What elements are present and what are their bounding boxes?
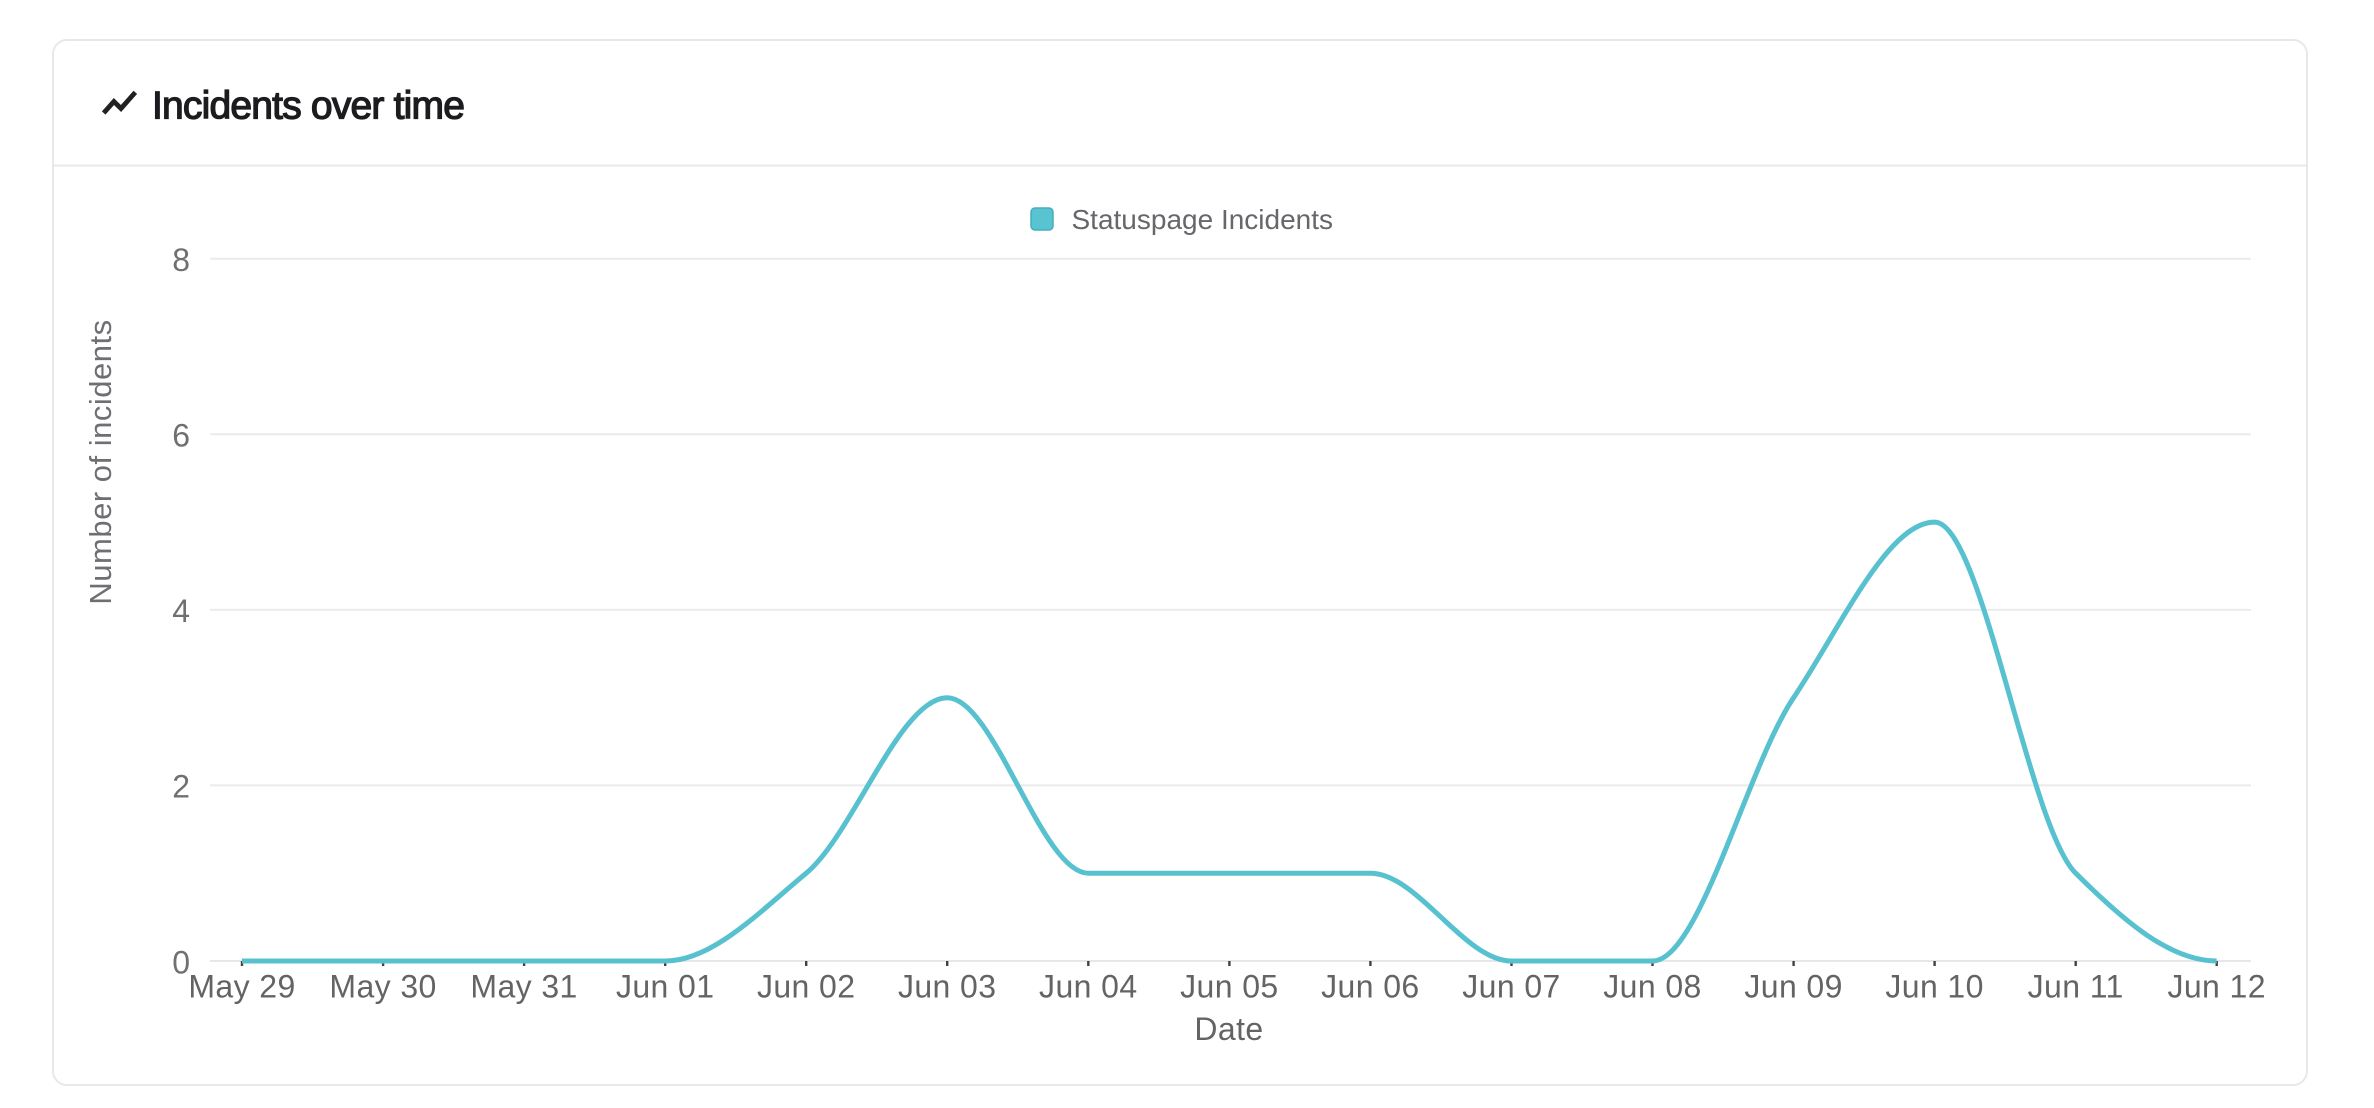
svg-text:Jun 10: Jun 10	[1885, 969, 1983, 1005]
svg-text:Date: Date	[1194, 1011, 1263, 1047]
svg-text:Jun 09: Jun 09	[1744, 969, 1842, 1005]
svg-text:Jun 01: Jun 01	[616, 969, 714, 1005]
svg-text:2: 2	[172, 769, 190, 805]
svg-text:4: 4	[172, 593, 190, 629]
svg-text:0: 0	[172, 944, 190, 980]
svg-text:Incidents over time: Incidents over time	[152, 85, 464, 128]
svg-text:May 31: May 31	[470, 969, 577, 1005]
svg-text:Number of incidents: Number of incidents	[83, 319, 118, 604]
svg-text:Jun 02: Jun 02	[757, 969, 855, 1005]
svg-text:Jun 11: Jun 11	[2028, 969, 2124, 1005]
svg-text:Jun 06: Jun 06	[1321, 969, 1419, 1005]
svg-text:Jun 05: Jun 05	[1180, 969, 1278, 1005]
svg-text:Jun 07: Jun 07	[1462, 969, 1560, 1005]
svg-text:May 30: May 30	[329, 969, 436, 1005]
svg-text:Jun 04: Jun 04	[1039, 969, 1137, 1005]
svg-text:Jun 12: Jun 12	[2167, 969, 2265, 1005]
svg-text:Statuspage Incidents: Statuspage Incidents	[1072, 204, 1334, 235]
svg-text:Jun 03: Jun 03	[898, 969, 996, 1005]
svg-text:May 29: May 29	[188, 969, 295, 1005]
svg-text:6: 6	[172, 418, 190, 454]
svg-text:8: 8	[172, 242, 190, 278]
svg-text:Jun 08: Jun 08	[1603, 969, 1701, 1005]
